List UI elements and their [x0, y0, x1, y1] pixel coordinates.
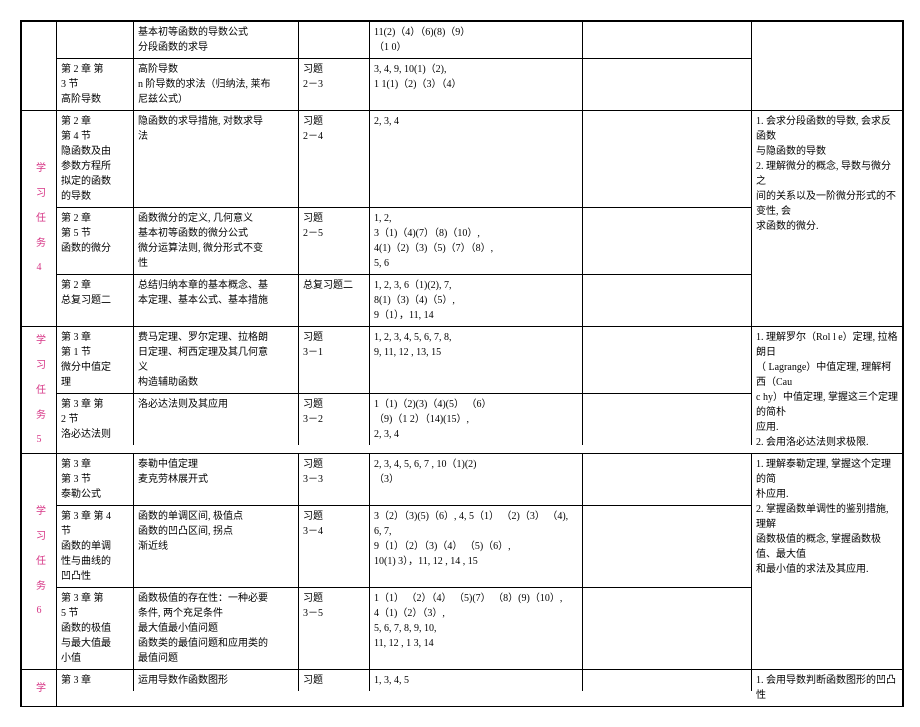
group-row: 学 习 任 务 4 第 2 章第 4 节隐函数及由参数方程所拟定的函数的导数隐函数…	[22, 111, 902, 327]
blank-cell	[583, 394, 752, 445]
task-label-cell	[22, 22, 57, 110]
group-row: 学 习 任 务 6第 3 章第 3 节泰勒公式泰勒中值定理麦克劳林展开式习题3－…	[22, 454, 902, 670]
subgroup: 第 3 章第 1 节微分中值定理费马定理、罗尔定理、拉格朗日定理、柯西定理及其几…	[57, 327, 752, 453]
exercise-ref-cell: 习题3－5	[299, 588, 370, 669]
subgroup: 第 2 章第 4 节隐函数及由参数方程所拟定的函数的导数隐函数的求导措施, 对数…	[57, 111, 752, 326]
content-cell: 函数的单调区间, 极值点函数的凹凸区间, 拐点渐近线	[134, 506, 299, 587]
content-cell: 总结归纳本章的基本概念、基本定理、基本公式、基本措施	[134, 275, 299, 326]
subrow: 第 3 章第 3 节泰勒公式泰勒中值定理麦克劳林展开式习题3－32, 3, 4,…	[57, 454, 752, 506]
content-cell: 洛必达法则及其应用	[134, 394, 299, 445]
group-row: 学 习 任 务 5 第 3 章第 1 节微分中值定理费马定理、罗尔定理、拉格朗日定…	[22, 327, 902, 454]
group-row: 学第 3 章运用导数作函数图形习题1, 3, 4, 51. 会用导数判断函数图形…	[22, 670, 902, 706]
exercise-ref-cell: 习题2－3	[299, 59, 370, 110]
exercise-nums-cell: 1, 2, 3, 6（1)(2), 7,8(1)（3)（4)（5）,9（1），1…	[370, 275, 583, 326]
content-cell: 费马定理、罗尔定理、拉格朗日定理、柯西定理及其几何意义构造辅助函数	[134, 327, 299, 393]
subrow: 第 2 章第 5 节函数的微分函数微分的定义, 几何意义基本初等函数的微分公式微…	[57, 208, 752, 275]
exercise-ref-cell: 习题3－4	[299, 506, 370, 587]
exercise-ref-cell: 习题2－5	[299, 208, 370, 274]
section-cell: 第 3 章	[57, 670, 134, 691]
exercise-nums-cell: 3, 4, 9, 10(1)（2), 1 1(1)（2)（3）（4）	[370, 59, 583, 110]
section-cell	[57, 22, 134, 58]
task-label-cell: 学 习 任 务 5	[22, 327, 57, 453]
section-cell: 第 2 章第 4 节隐函数及由参数方程所拟定的函数的导数	[57, 111, 134, 207]
blank-cell	[583, 111, 752, 207]
subgroup: 基本初等函数的导数公式分段函数的求导 11(2)（4）（6)(8)（9）（1 0）…	[57, 22, 752, 110]
section-cell: 第 3 章 第5 节函数的极值与最大值最小值	[57, 588, 134, 669]
task-label: 学 习 任 务 6	[32, 505, 47, 618]
subrow: 第 3 章 第2 节洛必达法则洛必达法则及其应用习题3－21（1)（2)(3)（…	[57, 394, 752, 445]
subrow: 第 3 章 第5 节函数的极值与最大值最小值函数极值的存在性：一种必要条件, 两…	[57, 588, 752, 669]
task-label-cell: 学	[22, 670, 57, 706]
section-cell: 第 2 章总复习题二	[57, 275, 134, 326]
content-cell: 运用导数作函数图形	[134, 670, 299, 691]
exercise-nums-cell: 1, 2,3（1)（4)(7）（8)（10）,4(1)（2)（3)（5)（7）（…	[370, 208, 583, 274]
content-cell: 隐函数的求导措施, 对数求导法	[134, 111, 299, 207]
goal-cell: 1. 会用导数判断函数图形的凹凸性	[752, 670, 902, 706]
task-label-cell: 学 习 任 务 4	[22, 111, 57, 326]
task-label: 学 习 任 务 5	[32, 334, 47, 447]
subgroup: 第 3 章第 3 节泰勒公式泰勒中值定理麦克劳林展开式习题3－32, 3, 4,…	[57, 454, 752, 669]
content-cell: 泰勒中值定理麦克劳林展开式	[134, 454, 299, 505]
syllabus-table: 基本初等函数的导数公式分段函数的求导 11(2)（4）（6)(8)（9）（1 0）…	[20, 20, 904, 707]
goal-cell: 1. 会求分段函数的导数, 会求反函数与隐函数的导数2. 理解微分的概念, 导数…	[752, 111, 902, 326]
exercise-nums-cell: 1, 3, 4, 5	[370, 670, 583, 691]
blank-cell	[583, 208, 752, 274]
exercise-nums-cell: 1（1)（2)(3)（4)(5） （6）（9)（1 2）（14)(15）,2, …	[370, 394, 583, 445]
task-label: 学	[32, 682, 47, 694]
blank-cell	[583, 327, 752, 393]
content-cell: 高阶导数n 阶导数的求法（归纳法, 莱布尼兹公式）	[134, 59, 299, 110]
blank-cell	[583, 670, 752, 691]
exercise-nums-cell: 2, 3, 4, 5, 6, 7 , 10（1)(2)（3）	[370, 454, 583, 505]
blank-cell	[583, 22, 752, 58]
subrow: 第 3 章 第 4节函数的单调性与曲线的凹凸性函数的单调区间, 极值点函数的凹凸…	[57, 506, 752, 588]
blank-cell	[583, 454, 752, 505]
subrow: 第 3 章运用导数作函数图形习题1, 3, 4, 5	[57, 670, 752, 691]
exercise-ref-cell: 习题	[299, 670, 370, 691]
blank-cell	[583, 588, 752, 669]
content-cell: 函数微分的定义, 几何意义基本初等函数的微分公式微分运算法则, 微分形式不变性	[134, 208, 299, 274]
exercise-ref-cell: 总复习题二	[299, 275, 370, 326]
exercise-ref-cell: 习题2－4	[299, 111, 370, 207]
exercise-ref-cell: 习题3－2	[299, 394, 370, 445]
subrow: 第 2 章第 4 节隐函数及由参数方程所拟定的函数的导数隐函数的求导措施, 对数…	[57, 111, 752, 208]
subrow: 第 2 章 第3 节高阶导数高阶导数n 阶导数的求法（归纳法, 莱布尼兹公式）习…	[57, 59, 752, 110]
goal-cell	[752, 22, 902, 110]
section-cell: 第 3 章 第2 节洛必达法则	[57, 394, 134, 445]
section-cell: 第 3 章第 1 节微分中值定理	[57, 327, 134, 393]
exercise-nums-cell: 3（2）（3)(5)（6）, 4, 5（1） （2)（3） （4), 6, 7,…	[370, 506, 583, 587]
task-label: 学 习 任 务 4	[32, 162, 47, 275]
subrow: 第 2 章总复习题二总结归纳本章的基本概念、基本定理、基本公式、基本措施总复习题…	[57, 275, 752, 326]
blank-cell	[583, 506, 752, 587]
goal-cell: 1. 理解罗尔（Rol l e）定理, 拉格朗日（ Lagrange）中值定理,…	[752, 327, 902, 453]
section-cell: 第 3 章 第 4节函数的单调性与曲线的凹凸性	[57, 506, 134, 587]
goal-cell: 1. 理解泰勒定理, 掌握这个定理的简朴应用.2. 掌握函数单调性的鉴别措施, …	[752, 454, 902, 669]
section-cell: 第 2 章第 5 节函数的微分	[57, 208, 134, 274]
subrow: 基本初等函数的导数公式分段函数的求导 11(2)（4）（6)(8)（9）（1 0）	[57, 22, 752, 59]
subgroup: 第 3 章运用导数作函数图形习题1, 3, 4, 5	[57, 670, 752, 706]
exercise-nums-cell: 1, 2, 3, 4, 5, 6, 7, 8,9, 11, 12 , 13, 1…	[370, 327, 583, 393]
exercise-nums-cell: 11(2)（4）（6)(8)（9）（1 0）	[370, 22, 583, 58]
blank-cell	[583, 59, 752, 110]
exercise-ref-cell	[299, 22, 370, 58]
exercise-nums-cell: 1（1） （2）（4） （5)(7） （8）(9)（10）,4（1)（2）（3）…	[370, 588, 583, 669]
group-row: 基本初等函数的导数公式分段函数的求导 11(2)（4）（6)(8)（9）（1 0）…	[22, 22, 902, 111]
exercise-ref-cell: 习题3－1	[299, 327, 370, 393]
content-cell: 基本初等函数的导数公式分段函数的求导	[134, 22, 299, 58]
section-cell: 第 2 章 第3 节高阶导数	[57, 59, 134, 110]
exercise-nums-cell: 2, 3, 4	[370, 111, 583, 207]
content-cell: 函数极值的存在性：一种必要条件, 两个充足条件最大值最小值问题函数类的最值问题和…	[134, 588, 299, 669]
subrow: 第 3 章第 1 节微分中值定理费马定理、罗尔定理、拉格朗日定理、柯西定理及其几…	[57, 327, 752, 394]
section-cell: 第 3 章第 3 节泰勒公式	[57, 454, 134, 505]
blank-cell	[583, 275, 752, 326]
exercise-ref-cell: 习题3－3	[299, 454, 370, 505]
task-label-cell: 学 习 任 务 6	[22, 454, 57, 669]
